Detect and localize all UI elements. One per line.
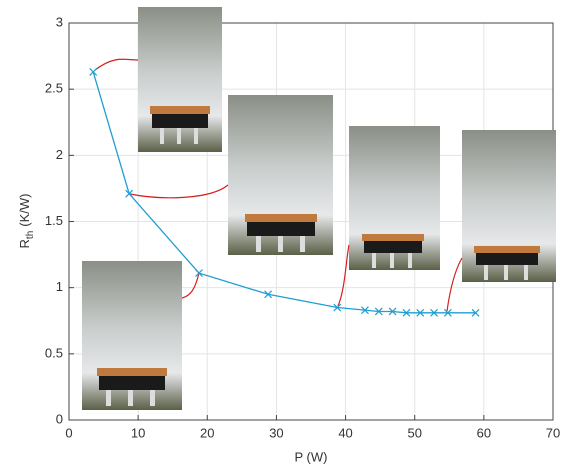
y-tick-label: 0: [56, 411, 63, 426]
photo: [138, 7, 222, 152]
y-label-unit: (K/W): [17, 194, 32, 227]
marker: [388, 307, 397, 316]
marker: [125, 189, 134, 198]
x-tick-label: 30: [269, 425, 283, 440]
y-tick-label: 3: [56, 14, 63, 29]
photo: [228, 95, 333, 255]
y-axis-label: Rth (K/W): [17, 194, 35, 249]
y-tick-label: 1: [56, 279, 63, 294]
marker: [89, 68, 98, 76]
marker: [402, 308, 411, 317]
marker: [361, 306, 369, 315]
y-tick-label: 1.5: [45, 213, 63, 228]
marker: [333, 303, 342, 312]
marks: [89, 68, 480, 317]
marker: [416, 308, 425, 317]
marker: [430, 308, 438, 317]
x-tick-label: 50: [407, 425, 421, 440]
x-tick-label: 0: [65, 425, 72, 440]
y-tick-label: 2.5: [45, 81, 63, 96]
x-tick-label: 70: [546, 425, 560, 440]
marker: [374, 307, 383, 316]
x-tick-label: 40: [338, 425, 352, 440]
marker: [471, 308, 480, 317]
photo: [82, 261, 182, 410]
marker: [443, 308, 452, 317]
y-label-sub: th: [25, 231, 36, 239]
y-tick-label: 0.5: [45, 345, 63, 360]
x-axis-label: P (W): [295, 449, 328, 464]
marker: [264, 290, 273, 299]
x-tick-label: 60: [477, 425, 491, 440]
photo: [349, 126, 440, 270]
x-tick-label: 20: [200, 425, 214, 440]
y-tick-label: 2: [56, 147, 63, 162]
y-label-main: R: [17, 239, 32, 248]
connectors: [94, 58, 463, 312]
photo: [462, 130, 556, 282]
marker: [195, 269, 203, 278]
photos: [82, 7, 556, 410]
x-tick-label: 10: [131, 425, 145, 440]
